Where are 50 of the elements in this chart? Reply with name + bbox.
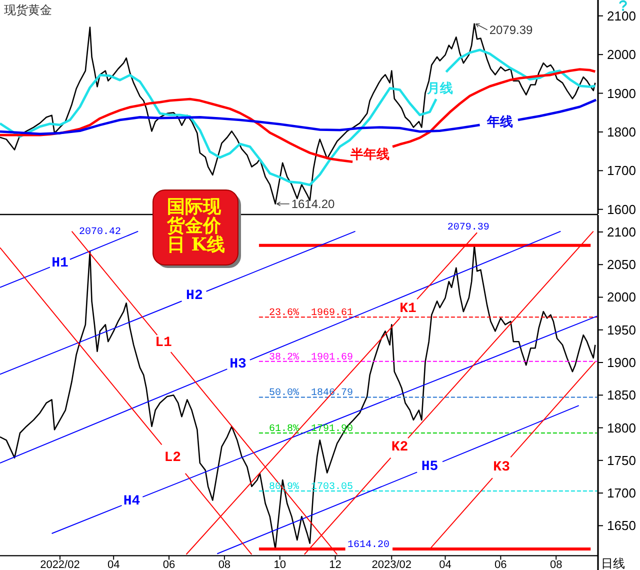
y-tick-label: 1700 xyxy=(607,486,636,501)
series-label: 年线 xyxy=(486,114,513,130)
x-tick-label: 04 xyxy=(439,559,452,570)
title: 现货黄金 xyxy=(4,3,52,17)
annotation: 1614.20 xyxy=(291,196,336,211)
x-tick-label: 06 xyxy=(494,559,507,570)
series-label: H1 xyxy=(52,255,68,272)
annotation: 2070.42 xyxy=(78,227,121,238)
x-tick-label: 04 xyxy=(107,559,120,570)
y-tick-label: 1850 xyxy=(607,388,636,403)
annotation: 1614.20 xyxy=(348,540,390,552)
x-tick-label: 10 xyxy=(274,559,286,570)
x-tick-label: 2023/02 xyxy=(372,559,412,570)
y-tick-label: 1900 xyxy=(607,86,636,101)
series-label: L2 xyxy=(164,450,182,466)
series-label: K2 xyxy=(391,439,408,456)
x-axis-title: 日线 xyxy=(601,556,625,570)
x-tick-label: 08 xyxy=(218,559,231,570)
series-label: L1 xyxy=(155,335,172,352)
y-tick-label: 1700 xyxy=(607,163,636,178)
series-label: H3 xyxy=(230,356,246,373)
annotation: 2079.39 xyxy=(447,222,490,234)
series-label: 38.2% 1901.69 xyxy=(268,352,353,364)
x-tick-label: 08 xyxy=(550,559,562,570)
y-tick-label: 2100 xyxy=(607,8,636,24)
y-tick-label: 1600 xyxy=(607,202,636,217)
y-tick-label: 1750 xyxy=(607,452,636,468)
title: 国际现货金价日 K线 xyxy=(152,190,241,268)
annotation: 2079.39 xyxy=(489,22,534,37)
y-tick-label: 2050 xyxy=(607,257,636,272)
y-tick-label: 1800 xyxy=(607,124,636,140)
y-tick-label: 2000 xyxy=(607,47,636,62)
x-tick-label: 12 xyxy=(329,559,342,570)
x-tick-label: 2022/02 xyxy=(40,559,80,570)
series-label: H5 xyxy=(421,458,438,475)
y-tick-label: 1950 xyxy=(607,322,636,338)
y-tick-label: 1800 xyxy=(607,420,636,436)
y-tick-label: 2100 xyxy=(607,224,636,240)
series-label: H2 xyxy=(186,288,203,304)
series-label: 月线 xyxy=(426,82,453,97)
series-label: H4 xyxy=(123,493,140,510)
y-tick-label: 2000 xyxy=(607,290,636,305)
y-tick-label: 1650 xyxy=(607,518,636,534)
chart-title: 国际现货金价日 K线 xyxy=(166,196,225,256)
x-tick-label: 06 xyxy=(162,559,176,570)
series-label: K3 xyxy=(493,460,510,476)
series-label: 半年线 xyxy=(349,148,390,163)
series-label: K1 xyxy=(400,301,416,318)
series-label: 23.6% 1969.61 xyxy=(268,308,353,320)
y-tick-label: 1900 xyxy=(607,355,636,370)
